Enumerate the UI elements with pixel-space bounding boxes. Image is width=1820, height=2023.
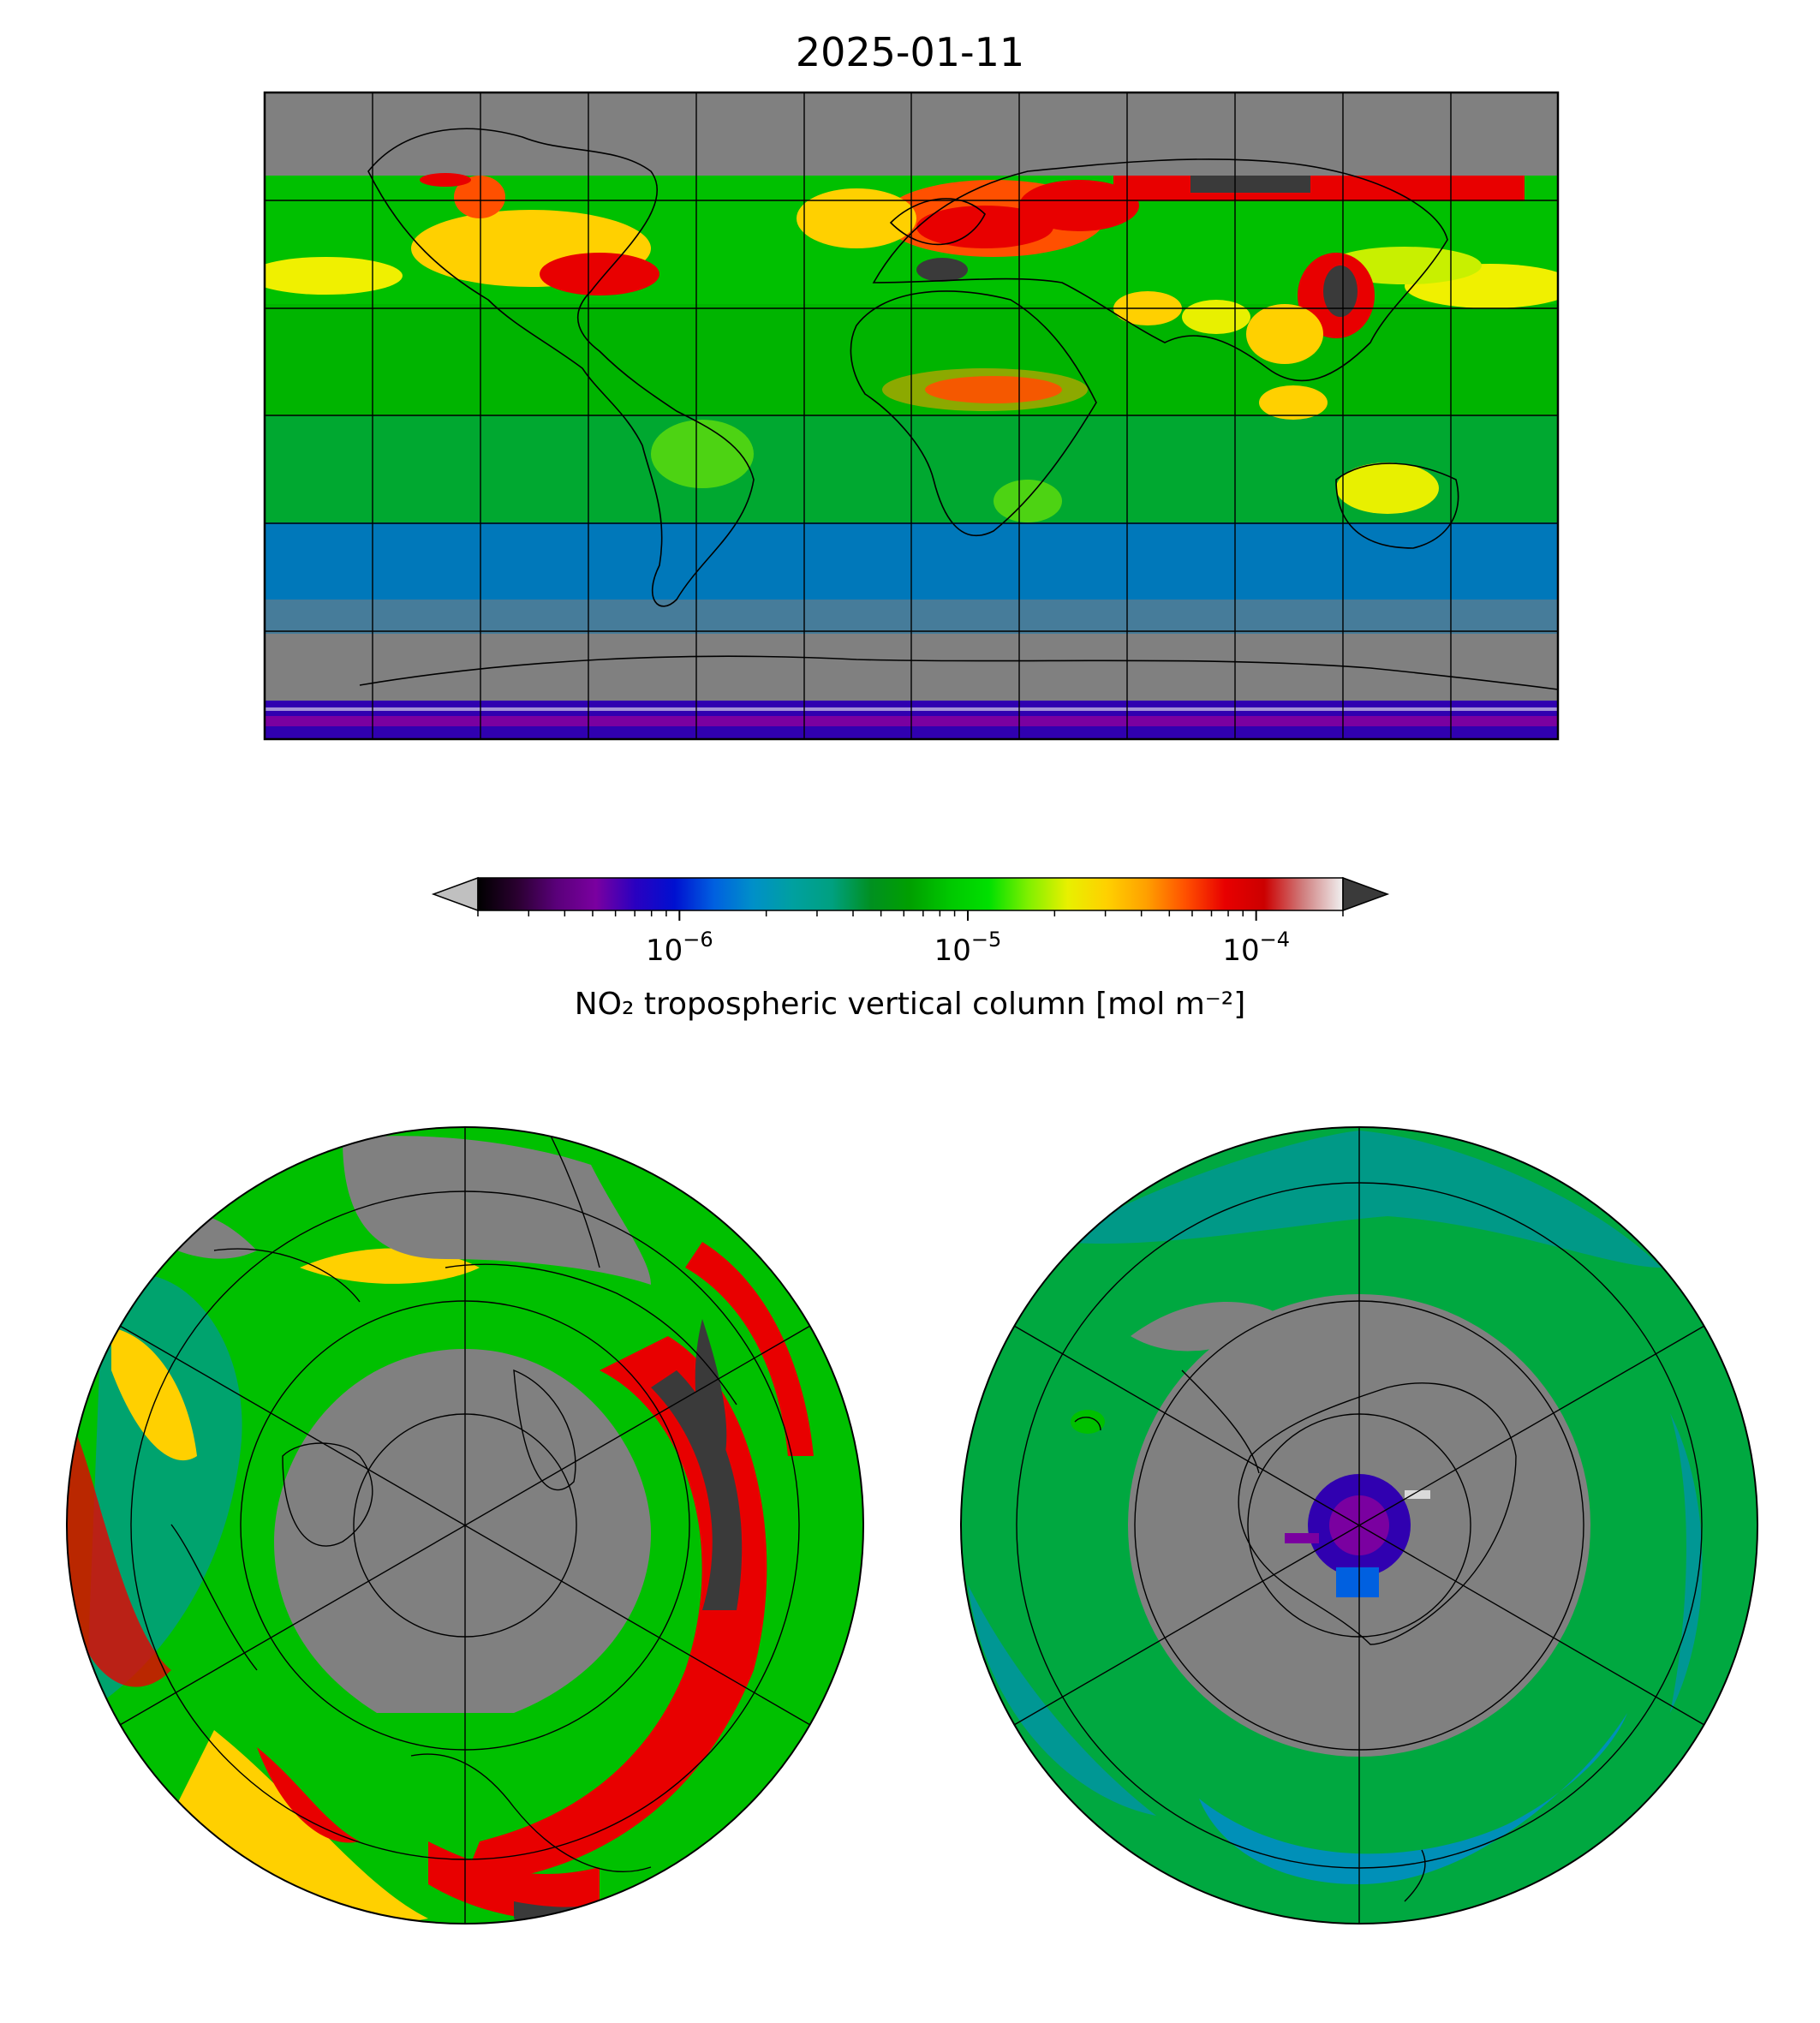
colorbar-under-extension bbox=[431, 876, 479, 912]
north-map-gridlines bbox=[119, 1127, 811, 1924]
colorbar-ticks: 10−6 10−5 10−4 bbox=[477, 910, 1344, 968]
south-map-gridlines bbox=[1013, 1127, 1705, 1924]
figure-title: 2025-01-11 bbox=[795, 29, 1025, 75]
north-polar-map bbox=[66, 1126, 864, 1925]
colorbar-frame bbox=[477, 877, 1344, 911]
global-map-frame bbox=[263, 91, 1560, 741]
tick-exponent: −5 bbox=[971, 928, 1001, 952]
colorbar-label: NO₂ tropospheric vertical column [mol m⁻… bbox=[574, 987, 1246, 1022]
colorbar-tick-label: 10−6 bbox=[646, 928, 713, 968]
tick-exponent: −6 bbox=[683, 928, 713, 952]
colorbar-tick-label: 10−4 bbox=[1222, 928, 1290, 968]
global-map bbox=[263, 91, 1560, 741]
tick-base: 10 bbox=[646, 934, 683, 968]
global-gridlines bbox=[265, 92, 1558, 739]
colorbar-over-extension bbox=[1342, 876, 1390, 912]
tick-exponent: −4 bbox=[1260, 928, 1290, 952]
global-coastlines bbox=[359, 128, 1558, 690]
south-map-coastlines bbox=[1074, 1370, 1517, 1902]
colorbar-tick-label: 10−5 bbox=[934, 928, 1002, 968]
colorbar-gradient bbox=[478, 878, 1343, 910]
tick-base: 10 bbox=[934, 934, 971, 968]
north-map-frame bbox=[66, 1126, 864, 1925]
south-map-frame bbox=[960, 1126, 1758, 1925]
colorbar: 10−6 10−5 10−4 bbox=[431, 876, 1390, 968]
south-polar-map bbox=[960, 1126, 1758, 1925]
tick-base: 10 bbox=[1222, 934, 1259, 968]
